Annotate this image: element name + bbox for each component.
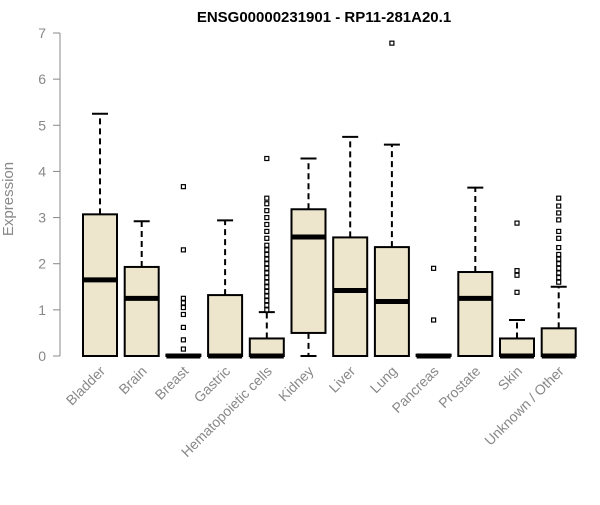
outlier-point [180,300,186,306]
outlier-point [556,251,562,258]
box-brain [123,220,160,357]
outlier-point [264,256,270,262]
outlier-point [264,201,270,207]
outlier-point [264,155,270,162]
y-tick-label: 7 [38,25,46,41]
outlier-point [264,284,270,290]
outlier-point [264,221,270,228]
outlier-point [264,279,270,285]
box-series [82,40,577,359]
outlier-point [556,256,562,262]
outlier-point [264,242,270,248]
outlier-point [264,265,270,271]
outlier-point [264,228,270,235]
box-hematopoietic-cells [248,155,285,359]
box-pancreas [415,265,452,359]
box-iqr [123,265,160,357]
y-tick-label: 0 [38,348,46,364]
x-tick-label: Prostate [435,363,483,411]
outlier-point [556,217,562,223]
outlier-point [180,247,186,253]
box-iqr [540,327,577,358]
x-tick-label: Lung [367,363,400,396]
box-bladder [82,112,118,357]
outlier-point [264,235,270,241]
outlier-point [180,304,186,311]
box-unknown-other [540,195,577,359]
outlier-point [556,265,562,271]
outlier-point [180,324,186,330]
outlier-point [264,251,270,258]
box-prostate [457,186,494,357]
y-axis: 0 1 2 3 4 5 6 7 [38,25,61,364]
outlier-point [264,270,270,276]
x-tick-label: Skin [495,363,526,394]
outlier-point [556,244,562,251]
outlier-point [180,337,186,343]
box-iqr [457,271,494,357]
outlier-point [514,220,520,226]
x-tick-label: Kidney [275,363,317,405]
outlier-point [264,247,270,253]
box-lung [373,40,410,357]
outlier-point [431,265,437,271]
x-tick-label: Unknown / Other [481,363,567,449]
box-iqr [82,213,118,357]
box-iqr [207,294,244,358]
box-iqr [290,208,327,334]
outlier-point [556,279,562,285]
outlier-point [264,208,270,214]
outlier-point [264,288,270,294]
outlier-point [556,261,562,267]
outlier-point [264,307,270,313]
box-breast [165,184,202,359]
outlier-point [180,295,186,301]
outlier-point [264,293,270,299]
outlier-point [264,302,270,308]
outlier-point [264,214,270,221]
outlier-point [264,195,270,201]
outlier-point [556,210,562,216]
chart-title: ENSG00000231901 - RP11-281A20.1 [197,9,451,26]
box-kidney [290,157,327,357]
y-tick-label: 4 [38,163,46,179]
outlier-point [556,228,562,235]
x-tick-label: Brain [115,363,149,397]
y-tick-label: 1 [38,302,46,318]
outlier-point [264,298,270,304]
box-iqr [248,337,285,358]
outlier-point [180,311,186,318]
outlier-point [514,289,520,295]
x-tick-label: Breast [152,363,192,403]
outlier-point [556,203,562,209]
y-tick-label: 6 [38,71,46,87]
y-tick-label: 2 [38,256,46,272]
y-tick-label: 3 [38,210,46,226]
x-tick-label: Liver [326,363,359,396]
box-iqr [499,337,535,358]
box-gastric [207,219,244,359]
y-axis-label: Expression [0,162,17,236]
x-tick-label: Bladder [63,363,109,409]
outlier-point [556,195,562,201]
outlier-point [264,274,270,281]
box-skin [499,220,535,359]
outlier-point [431,317,437,323]
outlier-point [556,235,562,241]
box-liver [332,135,369,357]
outlier-point [556,270,562,276]
outlier-point [514,272,520,278]
outlier-point [514,268,520,274]
outlier-point [180,346,186,352]
outlier-point [264,261,270,267]
outlier-point [180,184,186,190]
y-tick-label: 5 [38,117,46,133]
box-iqr [332,236,369,357]
outlier-point [556,274,562,281]
outlier-point [389,40,395,46]
